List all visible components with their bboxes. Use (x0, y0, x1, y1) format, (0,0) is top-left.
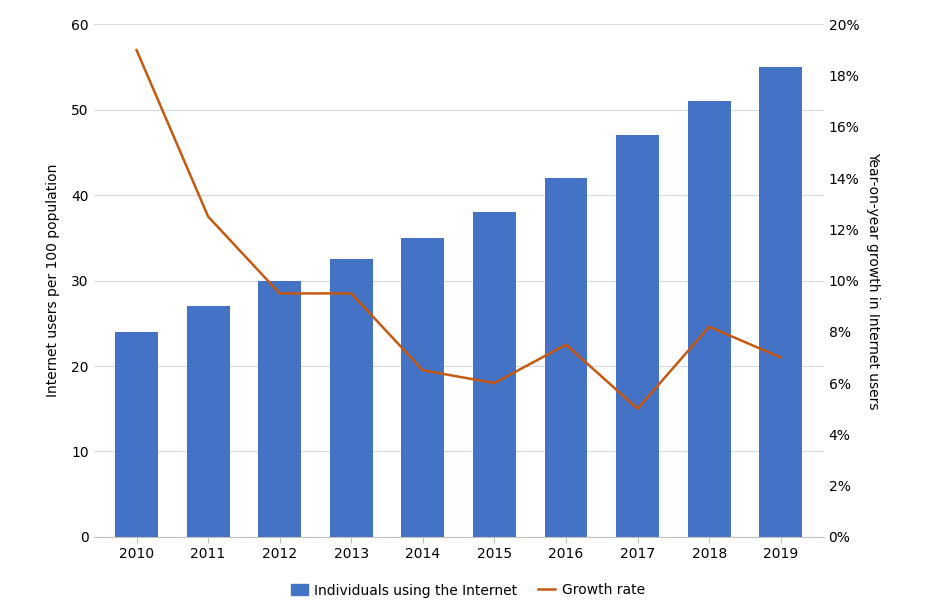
Bar (258, 281, 301, 537)
Bar (759, 67, 802, 537)
Bar (402, 238, 445, 537)
Y-axis label: Internet users per 100 population: Internet users per 100 population (46, 164, 60, 397)
Bar (616, 135, 659, 537)
Bar (186, 306, 229, 537)
Bar (115, 332, 158, 537)
Growth rate (561, 341, 572, 348)
Growth rate (131, 46, 142, 54)
Growth rate (345, 290, 357, 297)
Growth rate (489, 379, 500, 387)
Y-axis label: Year-on-year growth in Internet users: Year-on-year growth in Internet users (866, 152, 880, 409)
Bar (545, 178, 588, 537)
Growth rate (202, 213, 213, 220)
Growth rate (417, 367, 429, 374)
Bar (688, 101, 731, 537)
Bar (329, 259, 373, 537)
Growth rate (274, 290, 285, 297)
Bar (473, 212, 516, 537)
Growth rate (632, 405, 643, 412)
Line: Growth rate: Growth rate (137, 50, 781, 409)
Growth rate (704, 323, 715, 331)
Legend: Individuals using the Internet, Growth rate: Individuals using the Internet, Growth r… (285, 578, 651, 603)
Growth rate (775, 354, 786, 361)
